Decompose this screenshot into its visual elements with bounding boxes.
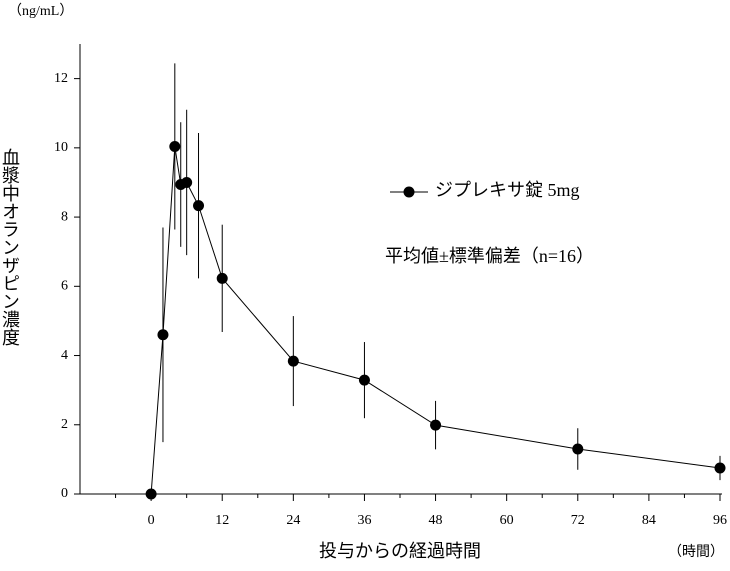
y-tick-label: 2 (61, 417, 68, 432)
y-tick-label: 6 (61, 279, 68, 294)
point (145, 488, 157, 500)
point (169, 140, 181, 152)
x-tick-label: 60 (500, 513, 514, 528)
point (193, 200, 205, 212)
y-tick-label: 8 (61, 209, 68, 224)
x-tick-label: 0 (148, 513, 155, 528)
y-tick-label: 0 (61, 486, 68, 501)
annotation: 平均値±標準偏差（n=16） (385, 246, 594, 266)
point (157, 329, 169, 341)
point (714, 462, 726, 474)
x-tick-label: 24 (286, 513, 300, 528)
legend-label: ジプレキサ錠 5mg (435, 180, 580, 200)
x-tick-label: 84 (642, 513, 656, 528)
legend-marker (403, 186, 415, 198)
x-unit: （時間） (668, 544, 724, 560)
x-tick-label: 72 (571, 513, 585, 528)
point (572, 443, 584, 455)
y-unit: （ng/mL） (8, 3, 73, 19)
x-tick-label: 48 (429, 513, 443, 528)
point (216, 272, 228, 284)
y-tick-label: 4 (61, 348, 68, 363)
line (150, 146, 721, 495)
y-axis-label: 血漿中オランザピン濃度 (0, 148, 20, 346)
x-tick-label: 36 (357, 513, 371, 528)
x-tick-label: 12 (215, 513, 229, 528)
point (358, 374, 370, 386)
point (181, 176, 193, 188)
x-tick-label: 96 (713, 513, 727, 528)
point (287, 355, 299, 367)
x-axis-label: 投与からの経過時間 (319, 541, 481, 561)
y-tick-label: 10 (54, 140, 68, 155)
point (430, 419, 442, 431)
y-tick-label: 12 (54, 71, 68, 86)
